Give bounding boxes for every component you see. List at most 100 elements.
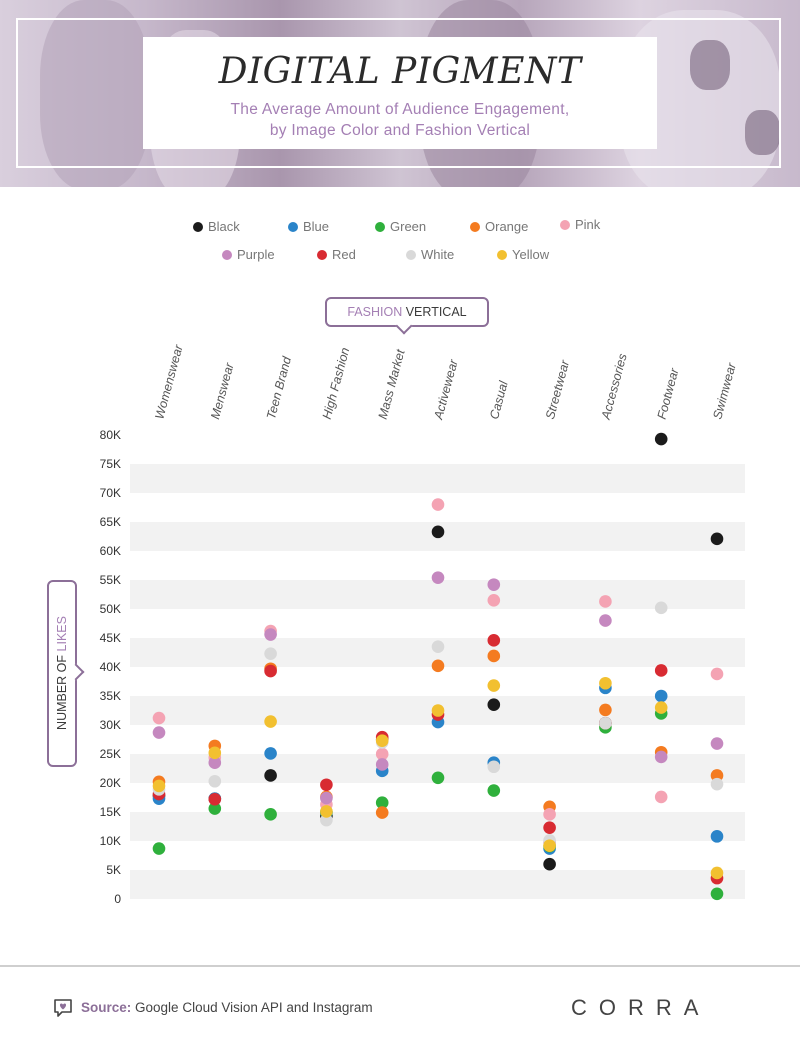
x-tick-label: Footwear — [655, 366, 682, 421]
data-point-orange — [599, 703, 612, 717]
x-tick-label: Casual — [487, 378, 511, 420]
y-tick-label: 55K — [100, 573, 121, 587]
data-point-yellow — [710, 866, 724, 880]
data-point-yellow — [320, 805, 333, 818]
x-axis-title-part: VERTICAL — [405, 305, 467, 319]
data-point-pink — [543, 808, 556, 821]
x-tick-label: Womenswear — [152, 343, 186, 421]
y-tick-label: 30K — [100, 718, 121, 732]
data-point-green — [208, 802, 222, 815]
y-tick-label: 20K — [100, 776, 121, 790]
data-point-white — [320, 813, 333, 827]
y-tick-label: 75K — [100, 457, 121, 471]
data-point-yellow — [654, 701, 668, 714]
grid-band — [130, 812, 745, 841]
background-figure — [690, 40, 730, 90]
data-point-blue — [654, 689, 668, 703]
data-point-pink — [599, 595, 612, 608]
y-tick-label: 25K — [100, 747, 121, 761]
x-tick-label: Teen Brand — [264, 354, 294, 421]
data-point-purple — [264, 628, 277, 641]
data-point-pink — [654, 790, 668, 804]
data-point-black — [654, 432, 668, 446]
data-point-yellow — [264, 715, 277, 728]
page-subtitle: by Image Color and Fashion Vertical — [269, 122, 531, 139]
data-point-orange — [487, 649, 501, 663]
data-point-pink — [431, 498, 445, 511]
data-point-blue — [710, 830, 724, 843]
y-tick-label: 70K — [100, 486, 121, 500]
y-tick-label: 40K — [100, 660, 121, 674]
background-figure — [745, 110, 780, 155]
data-point-black — [487, 698, 501, 711]
x-tick-label: Mass Market — [376, 348, 408, 421]
data-point-purple — [599, 614, 612, 627]
data-point-black — [264, 769, 277, 782]
y-tick-label: 45K — [100, 631, 121, 645]
data-point-black — [710, 532, 724, 546]
y-tick-label: 5K — [106, 863, 121, 877]
data-point-yellow — [431, 704, 445, 717]
data-point-orange — [710, 769, 724, 782]
data-point-white — [710, 777, 724, 791]
comment-heart-icon — [54, 999, 72, 1017]
data-point-yellow — [599, 676, 612, 690]
page-subtitle: The Average Amount of Audience Engagemen… — [230, 101, 570, 118]
x-axis-title-part: FASHION — [347, 305, 403, 319]
data-point-green — [710, 887, 724, 901]
data-point-red — [487, 634, 501, 647]
data-point-red — [654, 664, 668, 677]
x-tick-label: Swimwear — [710, 361, 739, 421]
data-point-red — [264, 664, 277, 678]
data-point-purple — [487, 578, 501, 591]
data-point-yellow — [152, 779, 166, 793]
data-point-white — [487, 760, 501, 774]
data-point-green — [431, 771, 445, 785]
source-note: Source: Google Cloud Vision API and Inst… — [81, 1000, 373, 1015]
data-point-purple — [320, 791, 333, 805]
data-point-green — [375, 796, 389, 810]
data-point-red — [208, 792, 222, 806]
y-tick-label: 0 — [114, 892, 121, 906]
data-point-pink — [152, 711, 166, 725]
data-point-green — [152, 842, 166, 855]
data-point-white — [654, 601, 668, 615]
data-point-orange — [431, 659, 445, 673]
data-point-black — [543, 857, 556, 871]
data-point-pink — [710, 667, 724, 681]
background-figure — [40, 0, 150, 187]
x-tick-label: Accessories — [599, 352, 630, 422]
y-tick-label: 15K — [100, 805, 121, 819]
data-point-pink — [487, 594, 501, 607]
data-point-white — [599, 716, 612, 730]
data-point-purple — [431, 571, 445, 584]
data-point-green — [264, 808, 277, 821]
data-point-purple — [152, 726, 166, 739]
data-point-green — [487, 784, 501, 797]
y-tick-label: 35K — [100, 689, 121, 703]
x-tick-label: Menswear — [208, 361, 237, 421]
footer-divider — [0, 965, 800, 967]
data-point-purple — [208, 756, 222, 769]
data-point-red — [320, 778, 333, 792]
data-point-orange — [375, 806, 389, 819]
y-tick-label: 65K — [100, 515, 121, 529]
data-point-yellow — [375, 734, 389, 747]
y-tick-label: 50K — [100, 602, 121, 616]
title-frame — [16, 18, 781, 168]
y-tick-label: 10K — [100, 834, 121, 848]
data-point-black — [431, 525, 445, 539]
data-point-purple — [710, 737, 724, 750]
data-point-yellow — [487, 679, 501, 692]
x-tick-label: Activewear — [431, 357, 461, 421]
brand-logo: CORRA — [571, 995, 711, 1020]
grid-band — [130, 580, 745, 609]
data-point-purple — [654, 750, 668, 764]
data-point-purple — [375, 758, 389, 771]
page-title: DIGITAL PIGMENT — [218, 51, 582, 92]
data-point-white — [264, 647, 277, 660]
source-label: Source: — [81, 1000, 132, 1015]
data-point-blue — [264, 747, 277, 760]
data-point-red — [543, 821, 556, 834]
